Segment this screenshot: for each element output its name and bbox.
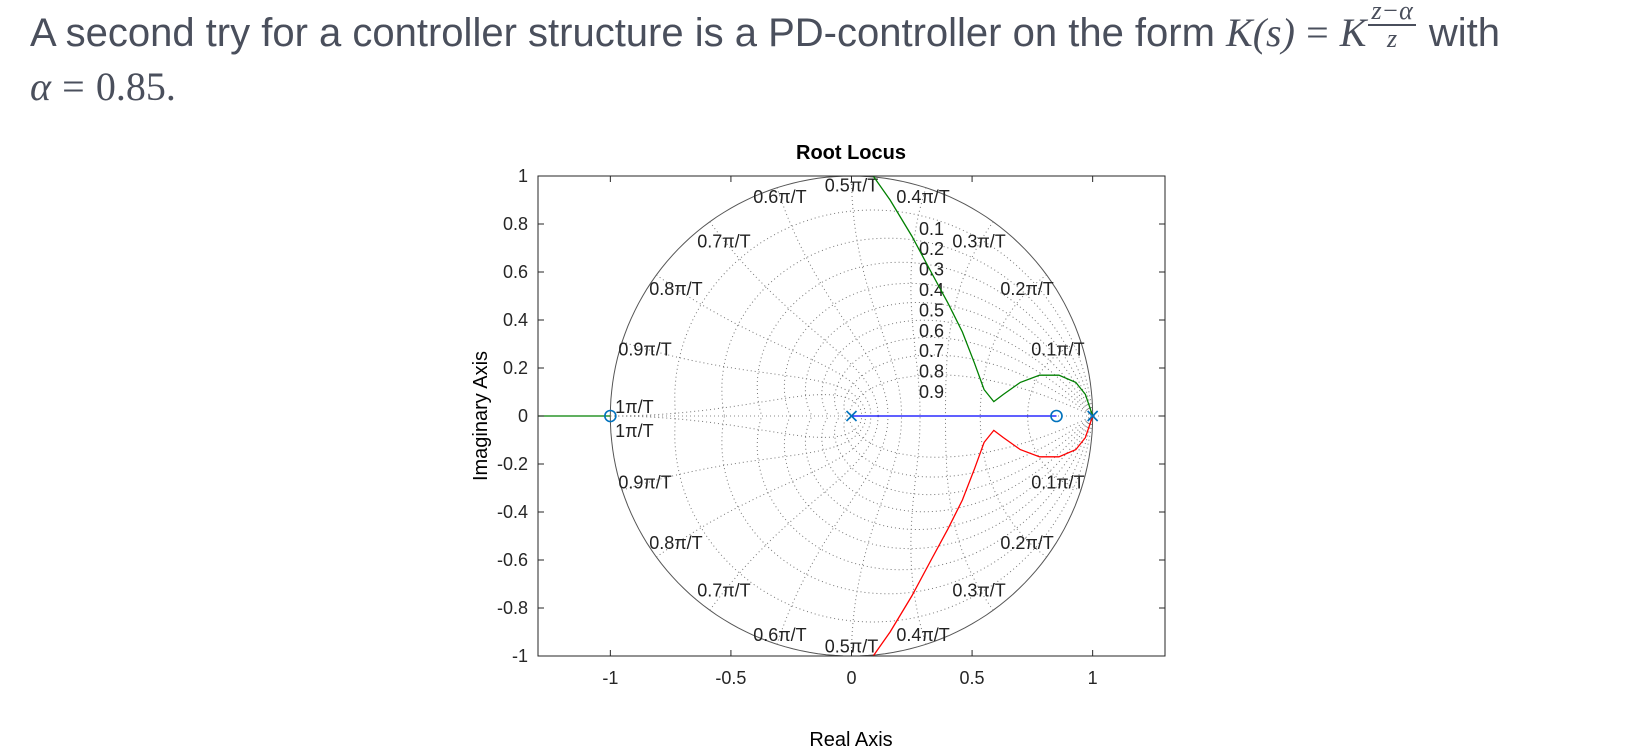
- wn-curve: [910, 187, 927, 417]
- zeta-label: 0.1: [919, 219, 944, 239]
- slide-text: A second try for a controller structure …: [30, 0, 1630, 112]
- poles-zeros: [604, 409, 1099, 423]
- x-tick-label: 1: [1088, 668, 1098, 688]
- zgrid-labels: 0.10.20.30.40.50.60.70.80.90.1π/T0.2π/T0…: [615, 176, 1084, 657]
- alpha-value: 0.85.: [95, 64, 176, 110]
- y-tick-label: -1: [512, 646, 528, 666]
- locus-branches: [538, 176, 1094, 656]
- chart-title: Root Locus: [796, 142, 906, 164]
- zeta-curve: [674, 415, 1094, 623]
- upper-wn-label: 0.4π/T: [896, 187, 949, 207]
- upper-wn-label: 0.8π/T: [649, 279, 702, 299]
- zeta-label: 0.7: [919, 341, 944, 361]
- zeta-label: 0.2: [919, 239, 944, 259]
- wn-curve: [776, 415, 889, 645]
- y-tick-label: 0: [518, 406, 528, 426]
- zeta-label: 0.3: [919, 260, 944, 280]
- lower-wn-label: 0.4π/T: [896, 625, 949, 645]
- locus-branch-2: [872, 415, 1094, 656]
- zeta-curve: [674, 209, 1094, 417]
- wn-curve: [776, 187, 889, 417]
- upper-wn-label: 0.3π/T: [952, 231, 1005, 251]
- intro-text: A second try for a controller structure …: [30, 11, 1215, 55]
- with-text: with: [1428, 11, 1501, 55]
- y-tick-label: -0.6: [497, 550, 528, 570]
- zero-marker: [604, 409, 617, 423]
- fraction-denominator: z: [1387, 24, 1398, 54]
- axis-ticks: -1 -0.5 0 0.5 1 1 0.8 0.6 0.4 0.2 0 -0.2 -0.4 -0.6 -0.…: [497, 166, 1165, 688]
- lower-wn-label: 0.9π/T: [618, 473, 671, 493]
- math-gain: K: [1339, 10, 1367, 55]
- x-tick-label: 0.5: [960, 668, 985, 688]
- lower-wn-label: 0.1π/T: [1031, 473, 1084, 493]
- upper-wn-label: 0.5π/T: [825, 176, 878, 196]
- y-tick-label: -0.8: [497, 598, 528, 618]
- zeta-label: 0.6: [919, 321, 944, 341]
- zeta-label: 0.8: [919, 362, 944, 382]
- zeta-label: 0.9: [919, 382, 944, 402]
- x-tick-label: -1: [602, 668, 618, 688]
- wn-curve: [979, 274, 1047, 417]
- y-tick-label: 0.6: [503, 262, 528, 282]
- lower-wn-label: 0.5π/T: [825, 636, 878, 656]
- wn-curve: [610, 415, 863, 438]
- wn-curve: [1027, 415, 1082, 491]
- wn-curve: [610, 394, 863, 417]
- x-axis-label: Real Axis: [809, 729, 892, 751]
- pole-stroke: [845, 410, 858, 422]
- zeta-curve: [843, 415, 1093, 478]
- upper-wn-label: 0.6π/T: [753, 187, 806, 207]
- zeta-curve: [721, 237, 1094, 417]
- fraction-numerator: z−α: [1368, 0, 1416, 27]
- math-lhs: K(s): [1226, 10, 1295, 55]
- y-tick-label: 0.2: [503, 358, 528, 378]
- math-equals: =: [1306, 10, 1329, 55]
- pole-stroke: [1087, 410, 1099, 422]
- wn-curve: [851, 176, 903, 417]
- pole-marker: [845, 410, 858, 422]
- y-tick-label: -0.4: [497, 502, 528, 522]
- zero-marker: [1050, 409, 1063, 423]
- wn-curve: [1027, 341, 1082, 417]
- wn-curve: [621, 341, 867, 417]
- zeta-curve: [849, 415, 1093, 458]
- x-tick-label: 0: [846, 668, 856, 688]
- lower-wn-label: 1π/T: [615, 421, 653, 441]
- alpha-equals: =: [62, 64, 85, 110]
- upper-wn-label: 1π/T: [615, 397, 653, 417]
- locus-branch-1: [872, 176, 1094, 417]
- math-fraction: z−α z: [1368, 0, 1416, 54]
- y-tick-label: 0.8: [503, 214, 528, 234]
- zeta-curve: [821, 415, 1094, 513]
- zeta-curve: [721, 415, 1094, 595]
- y-tick-label: -0.2: [497, 454, 528, 474]
- zeta-curve: [843, 354, 1093, 417]
- upper-wn-label: 0.2π/T: [1000, 279, 1053, 299]
- x-tick-label: -0.5: [715, 668, 746, 688]
- upper-wn-label: 0.9π/T: [618, 339, 671, 359]
- lower-wn-label: 0.6π/T: [753, 625, 806, 645]
- y-tick-label: 1: [518, 166, 528, 186]
- y-axis-label: Imaginary Axis: [470, 351, 492, 481]
- lower-wn-label: 0.7π/T: [697, 581, 750, 601]
- zeta-label: 0.5: [919, 300, 944, 320]
- zeta-curve: [756, 261, 1094, 417]
- wn-curve: [979, 415, 1047, 558]
- wn-curve: [910, 415, 927, 645]
- lower-wn-label: 0.2π/T: [1000, 533, 1053, 553]
- lower-wn-label: 0.3π/T: [952, 581, 1005, 601]
- pole-marker: [1087, 410, 1099, 422]
- zeta-curve: [849, 374, 1093, 417]
- upper-wn-label: 0.1π/T: [1031, 339, 1084, 359]
- alpha-symbol: α: [30, 64, 51, 110]
- y-tick-label: 0.4: [503, 310, 528, 330]
- zeta-curve: [756, 415, 1094, 571]
- zeta-curve: [821, 319, 1094, 417]
- lower-wn-label: 0.8π/T: [649, 533, 702, 553]
- wn-curve: [851, 415, 903, 656]
- upper-wn-label: 0.7π/T: [697, 231, 750, 251]
- wn-curve: [621, 415, 867, 491]
